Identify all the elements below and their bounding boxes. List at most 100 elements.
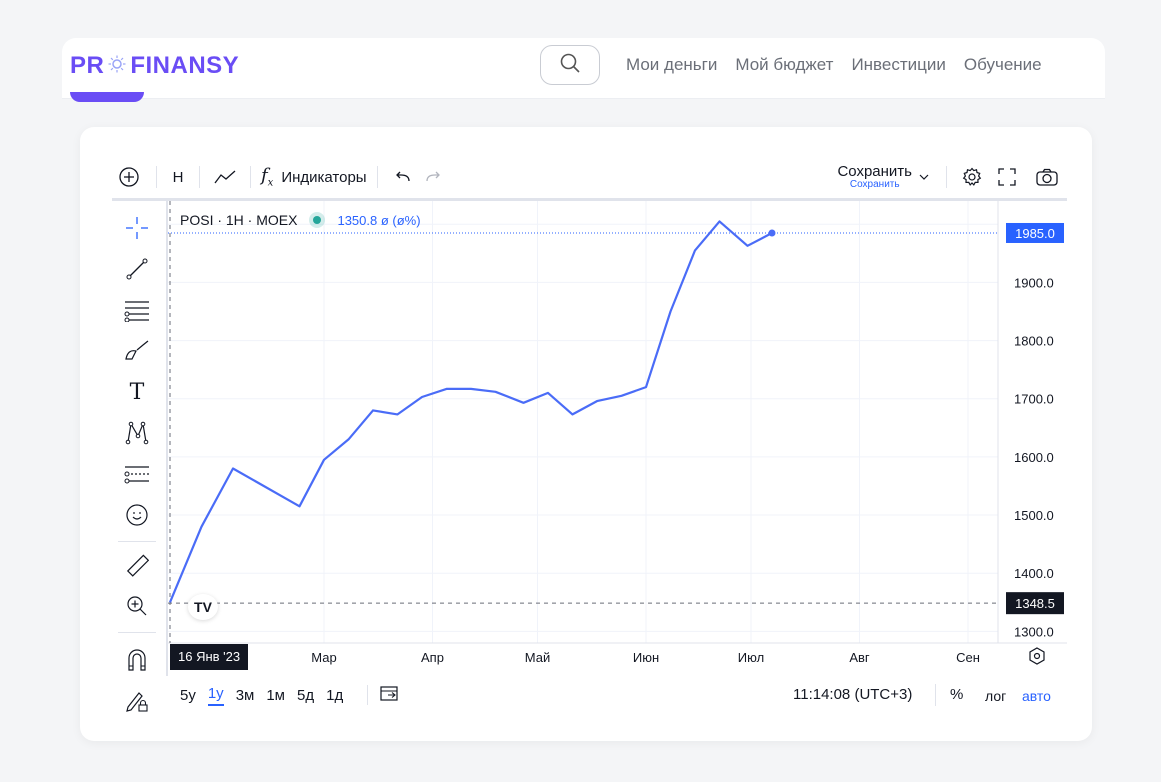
drawing-toolbar: T — [112, 205, 162, 725]
x-tick-label: Авг — [849, 650, 870, 665]
nav-learning[interactable]: Обучение — [963, 55, 1042, 74]
zoom-tool[interactable] — [122, 591, 152, 621]
current-price-tag-bg — [1006, 222, 1064, 243]
save-button[interactable]: Сохранить Сохранить — [837, 160, 912, 194]
percent-toggle[interactable]: % — [950, 686, 964, 703]
text-icon: T — [129, 379, 145, 405]
magnet-tool[interactable] — [122, 645, 152, 675]
camera-icon — [1036, 168, 1058, 186]
range-3m[interactable]: 3м — [235, 686, 255, 704]
chart-card — [80, 127, 1092, 741]
last-price-dot — [768, 229, 776, 237]
main-nav: Мои деньги Мой бюджет Инвестиции Обучени… — [626, 55, 1042, 75]
logo[interactable]: PR FINANSY — [70, 52, 239, 80]
x-tick-label: Мар — [311, 650, 336, 665]
brush-tool[interactable] — [122, 336, 152, 366]
pattern-tool[interactable] — [122, 418, 152, 448]
y-tick-label: 1300.0 — [1014, 624, 1054, 639]
x-tick-label: Апр — [421, 650, 444, 665]
emoji-tool[interactable] — [122, 500, 152, 530]
pattern-icon — [125, 421, 149, 445]
crosshair-date-tag: 16 Янв '23 — [170, 644, 249, 670]
fx-icon: fx — [261, 165, 274, 189]
calendar-goto-icon — [380, 686, 398, 701]
redo-icon — [425, 171, 440, 182]
clock[interactable]: 11:14:08 (UTC+3) — [793, 686, 913, 703]
trendline-icon — [126, 258, 148, 280]
chart-type-button[interactable] — [210, 160, 240, 194]
save-label: Сохранить — [837, 163, 912, 180]
indicators-label: Индикаторы — [281, 168, 367, 186]
log-toggle[interactable]: лог — [985, 688, 1007, 704]
symbol-label[interactable]: POSI · 1H · MOEX — [180, 212, 298, 228]
indicators-button[interactable]: fx Индикаторы — [261, 160, 367, 194]
chevron-down-icon — [919, 174, 929, 180]
hexagon-gear-icon — [1029, 647, 1045, 665]
settings-button[interactable] — [957, 160, 987, 194]
chart-toolbar: Н fx Индикаторы Сохранить Сохранить — [112, 160, 1067, 194]
redo-button[interactable] — [418, 160, 448, 194]
emoji-icon — [126, 504, 148, 526]
plus-circle-icon — [119, 167, 139, 187]
range-1y[interactable]: 1у — [207, 685, 224, 706]
nav-my-budget[interactable]: Мой бюджет — [735, 55, 834, 74]
auto-toggle[interactable]: авто — [1022, 688, 1051, 704]
toolbar-vertical-divider — [166, 201, 168, 676]
site-header: PR FINANSY Мои деньги Мой бюджет Инвести… — [62, 38, 1105, 98]
y-tick-label: 1500.0 — [1014, 508, 1054, 523]
toolbar-divider — [112, 198, 1067, 201]
range-1m[interactable]: 1м — [266, 686, 285, 704]
range-5d[interactable]: 5д — [297, 686, 315, 704]
text-tool[interactable]: T — [122, 377, 152, 407]
interval-button[interactable]: Н — [172, 168, 184, 186]
zoom-icon — [127, 596, 147, 616]
ruler-icon — [126, 554, 149, 577]
time-axis-settings[interactable] — [1028, 647, 1046, 670]
y-tick-label: 1800.0 — [1014, 334, 1054, 349]
logo-post: FINANSY — [130, 52, 240, 79]
sun-icon — [108, 52, 126, 80]
nav-investments[interactable]: Инвестиции — [851, 55, 946, 74]
x-tick-label: Май — [525, 650, 550, 665]
search-button[interactable] — [540, 45, 600, 85]
fib-tool[interactable] — [122, 295, 152, 325]
x-tick-label: Сен — [956, 650, 980, 665]
current-price-tag: 1985.0 — [1015, 226, 1055, 241]
purple-tab — [70, 92, 144, 102]
logo-pre: PR — [70, 52, 105, 79]
save-dropdown[interactable] — [912, 160, 936, 194]
brush-icon — [125, 340, 149, 360]
forecast-tool[interactable] — [122, 459, 152, 489]
search-icon — [559, 52, 581, 79]
range-1d[interactable]: 1д — [326, 686, 344, 704]
nav-my-money[interactable]: Мои деньги — [626, 55, 718, 74]
save-sublabel: Сохранить — [849, 179, 900, 190]
ruler-tool[interactable] — [122, 551, 152, 581]
price-series-line — [168, 220, 773, 603]
goto-date-button[interactable] — [380, 684, 400, 706]
y-tick-label: 1900.0 — [1014, 275, 1054, 290]
forecast-icon — [124, 466, 149, 484]
tradingview-logo[interactable]: TV — [188, 594, 218, 620]
crosshair-price-tag: 1348.5 — [1015, 596, 1055, 611]
fullscreen-icon — [998, 168, 1016, 186]
chart-legend: POSI · 1H · MOEX 1350.8 ø (ø%) — [180, 212, 421, 228]
line-chart-icon — [214, 170, 236, 184]
undo-button[interactable] — [388, 160, 418, 194]
range-5y[interactable]: 5у — [180, 686, 196, 704]
gear-icon — [962, 167, 982, 186]
crosshair-tool[interactable] — [122, 213, 152, 243]
market-status-dot — [313, 216, 322, 224]
lock-drawings-tool[interactable] — [122, 686, 152, 716]
range-bar: 5у 1у 3м 1м 5д 1д — [180, 680, 1060, 710]
screenshot-button[interactable] — [1027, 160, 1067, 194]
trendline-tool[interactable] — [122, 254, 152, 284]
price-chart[interactable]: 1300.0 1400.0 1500.0 1600.0 1700.0 1800.0 1900… — [168, 201, 1067, 676]
lock-draw-icon — [126, 692, 148, 712]
add-symbol-button[interactable] — [112, 160, 146, 194]
x-tick-label: Июн — [633, 650, 659, 665]
crosshair-price-tag-bg — [1006, 592, 1064, 615]
y-tick-label: 1600.0 — [1014, 450, 1054, 465]
magnet-icon — [128, 649, 146, 671]
fullscreen-button[interactable] — [987, 160, 1027, 194]
